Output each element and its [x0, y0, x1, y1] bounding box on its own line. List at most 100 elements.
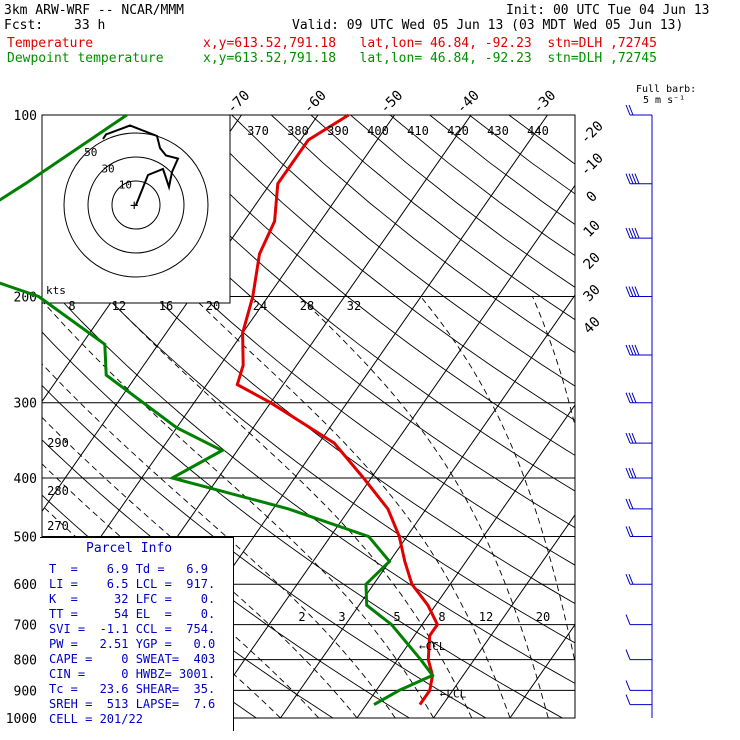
parcel-row: PW = 2.51 YGP = 0.0	[49, 637, 216, 651]
dry-adiabat	[310, 115, 575, 321]
mixing-ratio-label: 12	[112, 299, 126, 313]
hodograph-center: +	[130, 198, 138, 214]
hodograph-ring-label: 50	[84, 146, 97, 159]
wind-barb-flag	[628, 344, 634, 356]
dry-adiabat	[42, 384, 487, 718]
mixing-ratio-label: 24	[253, 299, 267, 313]
moist-adiabat	[42, 300, 434, 718]
dry-adiabat	[42, 175, 575, 605]
temperature-tick-label: -30	[530, 88, 559, 117]
isotherm-line	[356, 404, 575, 718]
isotherm-line	[663, 115, 740, 718]
parcel-row: CIN = 0 HWBZ= 3001.	[49, 667, 216, 681]
wind-barb-flag	[628, 467, 634, 479]
wind-barb-flag	[625, 104, 631, 116]
wind-barb-flag	[625, 173, 631, 184]
moist-adiabat	[298, 296, 549, 718]
isotherm-line	[433, 513, 575, 718]
pressure-tick-label: 900	[14, 684, 37, 699]
wind-barb-flag	[625, 614, 631, 625]
pressure-tick-label: 800	[14, 654, 37, 669]
wind-barb-flag	[625, 392, 631, 403]
wind-barb-flag	[625, 649, 631, 660]
temperature-location: x,y=613.52,791.18 lat,lon= 46.84, -92.23…	[203, 36, 657, 51]
left-theta-label: 270	[47, 519, 69, 533]
hodograph-ring	[111, 180, 161, 230]
hodograph-ring	[63, 132, 209, 278]
temperature-tick-label: -60	[301, 88, 330, 117]
wind-barb-flag	[631, 392, 637, 403]
isotherm-line	[42, 115, 319, 513]
temperature-tick-label: -50	[377, 88, 406, 117]
temperature-tick-label: 0	[584, 188, 601, 205]
parcel-row: T = 6.9 Td = 6.9	[49, 562, 208, 576]
wind-barb-flag	[628, 227, 634, 239]
hodograph-ring-label: 30	[101, 162, 114, 175]
parcel-row: CAPE = 0 SWEAT= 403	[49, 652, 216, 666]
isotherm-line	[509, 623, 575, 718]
mixing-ratio-label: 20	[206, 299, 220, 313]
dewpoint-legend: Dewpoint temperature	[7, 51, 164, 66]
left-theta-label: 280	[47, 484, 69, 498]
wind-barb-flag	[625, 526, 631, 537]
wind-barb-flag	[628, 498, 634, 510]
wind-barb-flag	[631, 432, 637, 444]
dry-adiabat	[152, 115, 575, 456]
theta-label: 440	[527, 124, 549, 138]
temperature-tick-label: 10	[581, 218, 604, 241]
pressure-tick-label: 1000	[6, 712, 37, 727]
mixing-ratio-label: 2	[298, 610, 305, 624]
init-time: Init: 00 UTC Tue 04 Jun 13	[506, 3, 710, 18]
temperature-tick-label: -70	[224, 88, 253, 117]
dry-adiabat	[42, 278, 575, 684]
parcel-info-panel: Parcel Info T = 6.9 Td = 6.9 LI = 6.5 LC…	[40, 537, 234, 731]
theta-label: 410	[407, 124, 429, 138]
parcel-row: Tc = 23.6 SHEAR= 35.	[49, 682, 216, 696]
wind-barb-flag	[625, 286, 631, 297]
temperature-profile	[235, 113, 440, 706]
wind-barb-flag	[634, 173, 640, 184]
temperature-legend: Temperature	[7, 36, 94, 51]
plot-border	[41, 114, 576, 719]
wind-barb-flag	[625, 432, 631, 444]
pressure-tick-label: 500	[14, 530, 37, 545]
theta-label: 400	[367, 124, 389, 138]
parcel-row: CELL = 201/22	[49, 712, 143, 726]
wind-barb-flag	[634, 286, 640, 297]
parcel-row: LI = 6.5 LCL = 917.	[49, 577, 216, 591]
wind-barb-flag	[628, 392, 634, 403]
forecast-hour: 33 h	[74, 18, 106, 33]
wind-barb-flag	[634, 344, 640, 356]
theta-label: 430	[487, 124, 509, 138]
wind-barb-flag	[628, 286, 634, 297]
hodograph-ring	[87, 156, 185, 254]
wind-barb-flag	[628, 574, 634, 585]
theta-label: 370	[247, 124, 269, 138]
wind-barb-flag	[625, 694, 631, 705]
wind-barb-flag	[625, 680, 631, 691]
isotherm-line	[280, 294, 575, 718]
wind-barb-flag	[631, 173, 637, 184]
temperature-tick-label: -10	[578, 150, 607, 179]
wind-barb-flag	[631, 286, 637, 297]
isotherm-line	[203, 184, 575, 718]
moist-adiabat	[532, 296, 575, 428]
mixing-ratio-label: 8	[438, 610, 445, 624]
dewpoint-profile	[0, 113, 435, 706]
isotherm-line	[0, 115, 12, 718]
pressure-tick-label: 100	[14, 109, 37, 124]
wind-barb-flag	[625, 344, 631, 356]
left-theta-label: 290	[47, 436, 69, 450]
wind-barb-flag	[628, 432, 634, 444]
dry-adiabat	[72, 115, 575, 529]
wind-barb-flag	[634, 227, 640, 239]
wind-barb-flag	[625, 467, 631, 479]
mixing-ratio-label: 8	[68, 299, 75, 313]
dry-adiabat	[508, 115, 575, 165]
pressure-tick-label: 600	[14, 578, 37, 593]
mixing-ratio-label: 3	[338, 610, 345, 624]
theta-label: 380	[287, 124, 309, 138]
wind-barb-flag	[631, 227, 637, 239]
dry-adiabat	[270, 115, 575, 354]
